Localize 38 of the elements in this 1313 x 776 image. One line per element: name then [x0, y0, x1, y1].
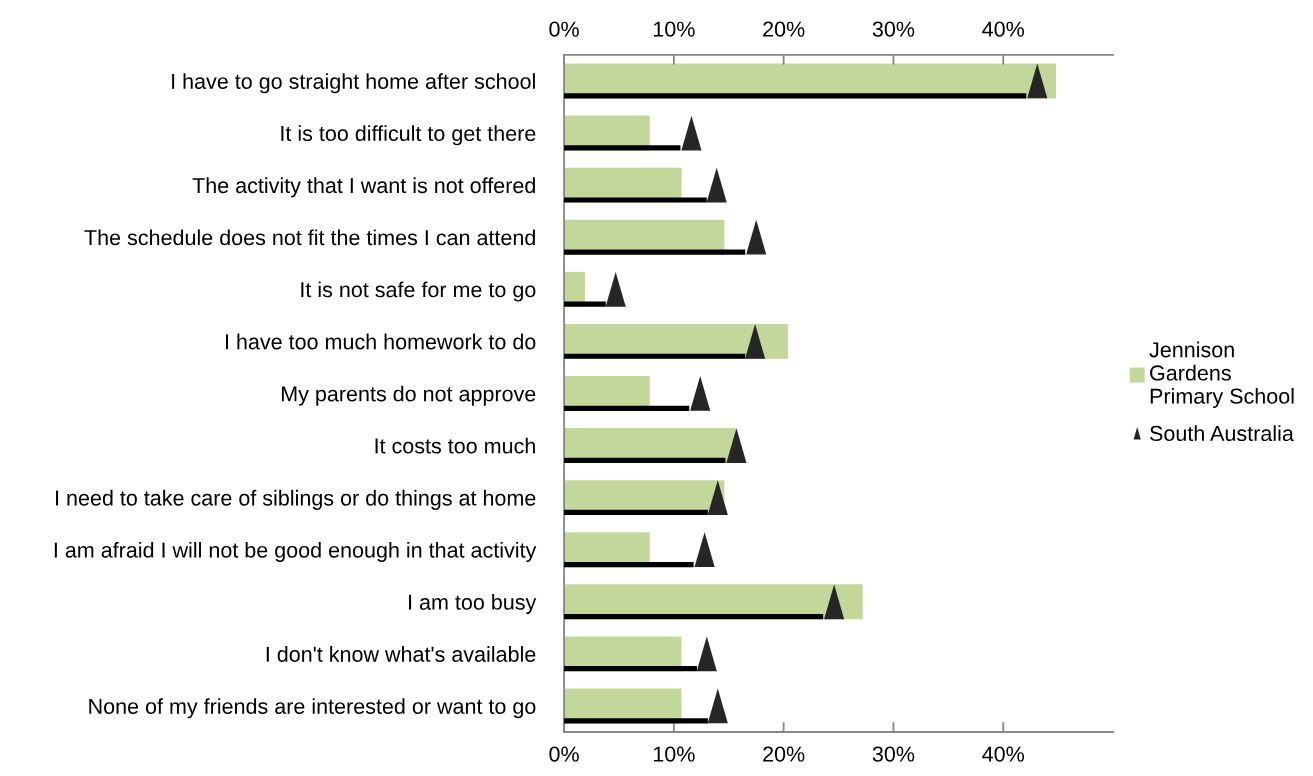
bar: [564, 249, 746, 255]
bar: [564, 197, 707, 203]
x-tick-label: 30%: [872, 746, 915, 762]
bar: [564, 614, 824, 620]
x-tick-label: 10%: [653, 746, 695, 762]
bar: [564, 93, 1027, 99]
y-tick-label: None of my friends are interested or want to go: [89, 698, 536, 719]
x-tick-label: 40%: [982, 746, 1025, 762]
x2-tick-label: 20%: [763, 21, 805, 37]
legend-label: South Australia: [1150, 425, 1294, 442]
bar: [564, 405, 690, 411]
y-tick-label: I am afraid I will not be good enough in that activity: [54, 541, 537, 562]
y-tick-label: I have to go straight home after school: [172, 73, 535, 94]
x-tick-label: 0%: [549, 746, 579, 762]
bar: [564, 561, 694, 568]
y-tick-label: It costs too much: [375, 437, 535, 454]
x2-tick-label: 0%: [549, 21, 579, 37]
legend-label: Jennison Gardens Primary School: [1149, 341, 1294, 409]
bar: [564, 666, 697, 672]
bar: [564, 353, 746, 359]
bar: [564, 457, 726, 463]
x2-tick-label: 40%: [982, 21, 1025, 37]
y-tick-label: I am too busy: [409, 594, 537, 615]
y-tick-label: I need to take care of siblings or do things at home: [56, 489, 536, 510]
bar: [564, 718, 708, 724]
bar: [564, 301, 606, 307]
y-tick-label: I don't know what's available: [266, 646, 536, 662]
x2-tick-label: 10%: [653, 21, 695, 37]
bar: [564, 145, 681, 151]
y-tick-label: It is too difficult to get there: [281, 125, 536, 146]
y-tick-label: The schedule does not fit the times I can attend: [84, 229, 535, 246]
y-tick-label: My parents do not approve: [281, 385, 536, 406]
x2-tick-label: 30%: [872, 21, 915, 37]
x-tick-label: 20%: [763, 746, 805, 762]
y-tick-label: It is not safe for me to go: [301, 281, 536, 302]
bar: [564, 509, 708, 516]
y-tick-label: I have too much homework to do: [225, 333, 536, 350]
y-tick-label: The activity that I want is not offered: [192, 177, 535, 198]
